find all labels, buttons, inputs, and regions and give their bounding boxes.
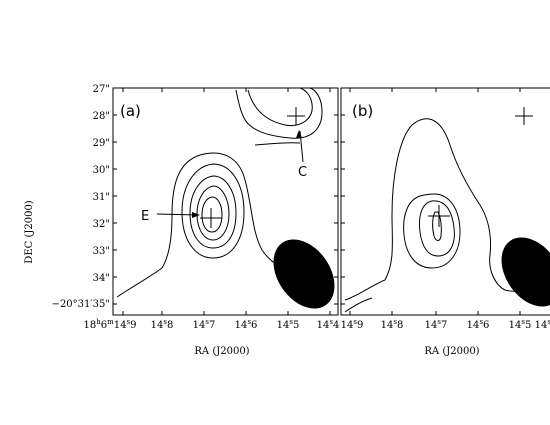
panel-a-label-e: E: [141, 209, 149, 224]
y-tick-35: −20°31′35": [52, 299, 110, 310]
panel-b-contours: [344, 118, 546, 313]
x-tick-a-5: 14s4: [317, 318, 340, 331]
panel-b-cross-c: [515, 107, 533, 125]
panel-b-beam-ellipse: [501, 237, 550, 307]
panel-b-y-ticks: [341, 87, 345, 305]
panel-b-cross-e: [428, 205, 450, 227]
y-tick-31: 31": [93, 192, 110, 203]
x-tick-b-2: 14s7: [425, 318, 448, 331]
panel-a-contours: [116, 87, 323, 298]
x-tick-b-1: 14s8: [381, 318, 404, 331]
panel-a-cross-e: [200, 208, 222, 228]
panel-b-x-ticks: [349, 88, 521, 315]
panel-a-label: (a): [120, 102, 141, 120]
y-tick-32: 32": [93, 219, 110, 230]
panel-b-frame: [340, 87, 550, 316]
x-tick-a-1: 14s8: [151, 318, 174, 331]
panel-a-x-title: RA (J2000): [194, 346, 249, 357]
panel-a-arrow-e: [156, 212, 200, 218]
panel-b: (b): [340, 87, 550, 316]
panel-a-x-tick-labels: 18h6m14s9 14s8 14s7 14s6 14s5 14s4: [84, 318, 340, 331]
panel-a-beam-ellipse: [273, 239, 335, 309]
x-tick-a-4: 14s5: [277, 318, 300, 331]
x-tick-b-3: 14s6: [467, 318, 490, 331]
x-tick-a-3: 14s6: [235, 318, 258, 331]
panel-a-frame: [112, 87, 339, 316]
panel-a-cross-c: [287, 107, 305, 125]
panel-a-x-ticks: [122, 88, 331, 315]
panel-a-y-ticks: [113, 87, 338, 305]
x-tick-b-4: 14s5: [509, 318, 532, 331]
y-tick-30: 30": [93, 165, 110, 176]
panel-a-label-c: C: [298, 165, 307, 180]
panel-b-x-tick-labels: 14s9 14s8 14s7 14s6 14s5 14s4: [341, 318, 550, 331]
y-tick-labels: 27" 28" 29" 30" 31" 32" 33" 34" −20°31′3…: [52, 84, 110, 310]
y-tick-28: 28": [93, 111, 110, 122]
x-tick-a-2: 14s7: [193, 318, 216, 331]
panel-b-label: (b): [352, 102, 373, 120]
panel-a-arrow-c: [296, 130, 304, 163]
panel-b-x-title: RA (J2000): [424, 346, 479, 357]
y-tick-27: 27": [93, 84, 110, 95]
x-tick-a-0: 18h6m14s9: [84, 318, 137, 331]
y-tick-34: 34": [93, 273, 110, 284]
panel-a: (a) E C: [112, 87, 339, 316]
x-tick-b-0: 14s9: [341, 318, 364, 331]
dec-axis-title: DEC (J2000): [24, 200, 35, 264]
y-tick-33: 33": [93, 246, 110, 257]
y-tick-29: 29": [93, 138, 110, 149]
x-tick-b-5: 14s4: [535, 318, 550, 331]
